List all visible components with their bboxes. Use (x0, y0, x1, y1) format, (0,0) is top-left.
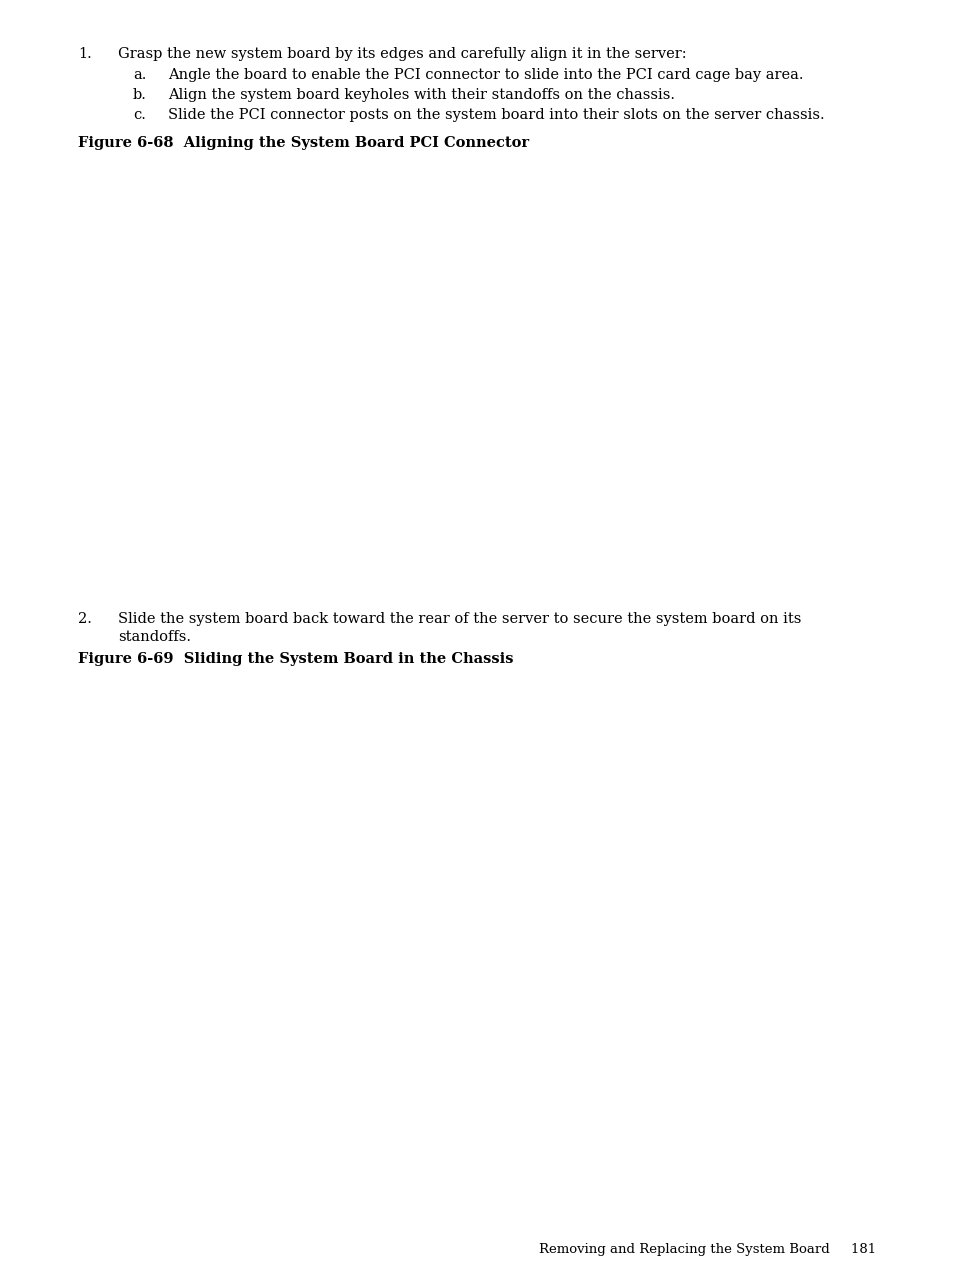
Text: Figure 6-69  Sliding the System Board in the Chassis: Figure 6-69 Sliding the System Board in … (78, 652, 513, 666)
Bar (60, 160, 893, 600)
Text: c.: c. (132, 108, 146, 122)
Text: Align the system board keyholes with their standoffs on the chassis.: Align the system board keyholes with the… (168, 88, 675, 102)
Text: a.: a. (132, 69, 146, 83)
Text: Figure 6-68  Aligning the System Board PCI Connector: Figure 6-68 Aligning the System Board PC… (78, 136, 529, 150)
Bar (60, 675, 893, 1104)
Text: Slide the system board back toward the rear of the server to secure the system b: Slide the system board back toward the r… (118, 613, 801, 627)
Text: 2.: 2. (78, 613, 91, 627)
Text: Grasp the new system board by its edges and carefully align it in the server:: Grasp the new system board by its edges … (118, 47, 686, 61)
Text: 1.: 1. (78, 47, 91, 61)
Text: b.: b. (132, 88, 147, 102)
Text: Removing and Replacing the System Board     181: Removing and Replacing the System Board … (538, 1243, 875, 1256)
Text: Angle the board to enable the PCI connector to slide into the PCI card cage bay : Angle the board to enable the PCI connec… (168, 69, 802, 83)
Text: standoffs.: standoffs. (118, 630, 191, 644)
Text: Slide the PCI connector posts on the system board into their slots on the server: Slide the PCI connector posts on the sys… (168, 108, 823, 122)
